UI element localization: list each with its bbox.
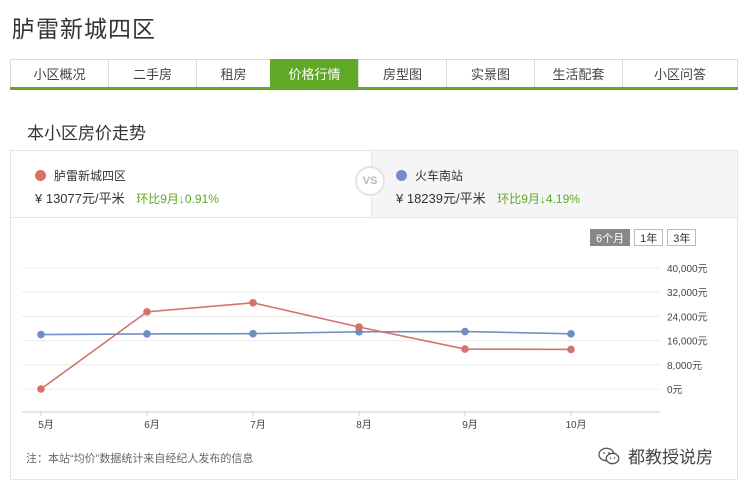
vs-badge: VS	[355, 166, 385, 196]
x-tick-label: 7月	[250, 419, 266, 431]
compare-left-change: 环比9月↓0.91%	[136, 192, 219, 206]
compare-left: 胪雷新城四区 ¥ 13077元/平米 环比9月↓0.91%	[11, 151, 371, 217]
range-button-1[interactable]: 1年	[634, 229, 664, 246]
page-title: 胪雷新城四区	[12, 16, 156, 42]
compare-panel: 胪雷新城四区 ¥ 13077元/平米 环比9月↓0.91% 火车南站 ¥ 182…	[10, 150, 738, 218]
y-tick-label: 40,000元	[667, 264, 708, 275]
tab-6[interactable]: 生活配套	[534, 59, 622, 87]
series-0-point	[355, 323, 363, 331]
y-tick-label: 8,000元	[667, 361, 702, 372]
series-0-point	[143, 308, 151, 316]
series-1-point	[461, 327, 469, 336]
compare-right[interactable]: 火车南站 ¥ 18239元/平米 环比9月↓4.19%	[371, 151, 737, 217]
x-tick-label: 9月	[462, 419, 478, 431]
compare-left-name: 胪雷新城四区	[54, 169, 127, 183]
y-tick-label: 0元	[667, 385, 683, 396]
tab-1[interactable]: 二手房	[108, 59, 196, 87]
series-line-0	[40, 301, 572, 390]
x-tick-label: 8月	[356, 419, 372, 431]
series-1-point	[143, 330, 151, 338]
range-buttons: 6个月 1年 3年	[590, 229, 700, 246]
series-dot-right	[396, 170, 407, 181]
range-button-0[interactable]: 6个月	[590, 229, 631, 246]
tab-4[interactable]: 房型图	[358, 59, 446, 87]
compare-right-change: 环比9月↓4.19%	[497, 192, 580, 206]
series-0-point	[461, 345, 469, 353]
tab-7[interactable]: 小区问答	[622, 59, 738, 87]
compare-left-price: ¥ 13077元/平米	[35, 191, 125, 206]
data-source-note: 注：本站“均价”数据统计来自经纪人发布的信息	[26, 453, 254, 465]
watermark: 都教授说房	[598, 443, 713, 468]
section-title: 本小区房价走势	[27, 124, 146, 143]
y-tick-label: 32,000元	[667, 288, 708, 299]
tab-2[interactable]: 租房	[196, 59, 270, 87]
series-0-point	[37, 385, 45, 393]
tab-bar: 小区概况 二手房 租房 价格行情 房型图 实景图 生活配套 小区问答	[10, 59, 738, 90]
y-tick-label: 16,000元	[667, 337, 708, 348]
series-line-1	[40, 330, 572, 336]
series-1-point	[37, 330, 45, 339]
tab-5[interactable]: 实景图	[446, 59, 534, 87]
series-1-point	[249, 329, 257, 338]
series-1-point	[567, 330, 575, 338]
x-tick-label: 10月	[565, 419, 586, 431]
wechat-icon	[598, 447, 620, 464]
x-tick-label: 5月	[38, 419, 54, 431]
compare-right-price: ¥ 18239元/平米	[396, 191, 486, 206]
y-tick-label: 24,000元	[667, 312, 708, 323]
watermark-text: 都教授说房	[628, 448, 713, 467]
compare-right-name: 火车南站	[415, 169, 464, 183]
series-0-point	[249, 298, 257, 307]
range-button-2[interactable]: 3年	[667, 229, 697, 246]
tab-0[interactable]: 小区概况	[10, 59, 108, 87]
x-tick-label: 6月	[144, 419, 160, 431]
series-0-point	[567, 345, 575, 354]
series-dot-left	[35, 170, 46, 181]
tab-3[interactable]: 价格行情	[270, 59, 358, 87]
